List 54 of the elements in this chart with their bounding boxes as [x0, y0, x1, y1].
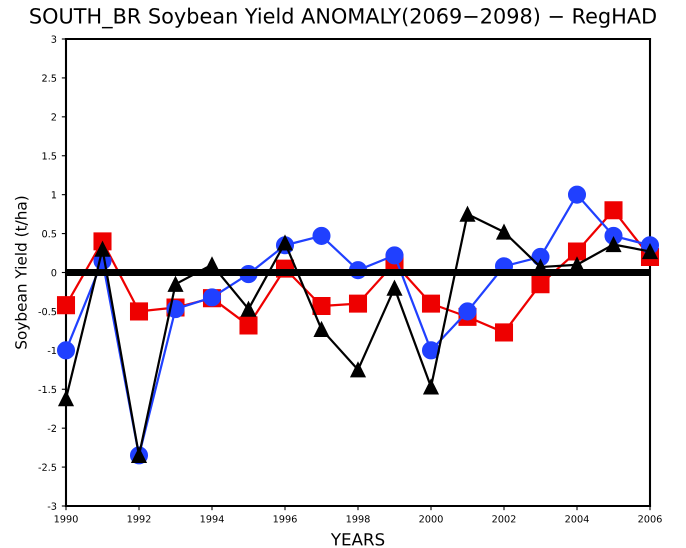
y-tick-label: -1.5 — [38, 386, 56, 394]
point — [239, 316, 258, 334]
point — [312, 226, 331, 245]
y-tick-label: 1.5 — [42, 152, 56, 160]
y-tick-label: -2.5 — [38, 464, 56, 471]
point — [494, 323, 514, 342]
point — [58, 390, 74, 406]
y-axis-title: Soybean Yield (t/ha) — [14, 196, 30, 349]
point — [568, 242, 586, 261]
point — [568, 186, 586, 204]
point — [312, 296, 331, 315]
x-tick-label: 2000 — [419, 515, 443, 523]
y-tick-label: -1 — [48, 346, 56, 354]
chart-title: SOUTH_BR Soybean Yield ANOMALY(2069−2098) − RegHAD — [30, 8, 656, 28]
y-tick-label: 0.5 — [42, 230, 56, 238]
point — [385, 246, 404, 264]
point — [604, 201, 623, 220]
y-tick-label: -3 — [48, 502, 56, 510]
y-tick-label: -0.5 — [38, 308, 56, 316]
y-tick-label: 1 — [52, 191, 56, 198]
x-tick-label: 1990 — [54, 515, 78, 523]
x-tick-label: 1998 — [346, 515, 370, 523]
point — [314, 322, 330, 337]
point — [240, 301, 256, 317]
point — [94, 242, 110, 257]
y-tick-label: 2.5 — [42, 74, 56, 82]
x-tick-label: 2004 — [565, 515, 589, 523]
point — [130, 302, 148, 320]
point — [460, 206, 476, 222]
point — [350, 362, 366, 378]
point — [56, 296, 76, 314]
point — [277, 235, 293, 251]
x-tick-label: 2002 — [492, 515, 516, 523]
point — [386, 280, 402, 296]
point — [642, 244, 658, 260]
y-tick-label: 2 — [52, 113, 56, 121]
point — [168, 276, 184, 292]
point — [606, 236, 622, 252]
point — [422, 294, 440, 313]
x-tick-label: 1992 — [128, 515, 150, 523]
point — [531, 275, 550, 294]
point — [496, 224, 512, 240]
x-tick-label: 1994 — [200, 515, 224, 523]
x-axis-title: YEARS — [330, 533, 384, 546]
point — [348, 294, 368, 313]
x-tick-label: 1996 — [274, 515, 297, 523]
point — [458, 302, 477, 320]
x-tick-label: 2006 — [638, 515, 662, 523]
point — [423, 379, 439, 395]
y-tick-label: -2 — [48, 424, 56, 432]
y-tick-label: 0 — [51, 268, 56, 276]
y-tick-label: 3 — [52, 35, 56, 43]
point — [56, 341, 76, 360]
point — [422, 341, 440, 360]
